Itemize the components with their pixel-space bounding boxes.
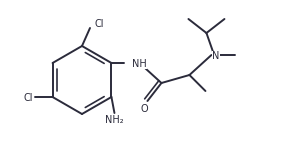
- Text: O: O: [141, 104, 148, 114]
- Text: Cl: Cl: [95, 19, 104, 29]
- Text: Cl: Cl: [23, 93, 33, 103]
- Text: NH: NH: [132, 59, 147, 69]
- Text: NH₂: NH₂: [105, 115, 124, 125]
- Text: N: N: [213, 51, 220, 61]
